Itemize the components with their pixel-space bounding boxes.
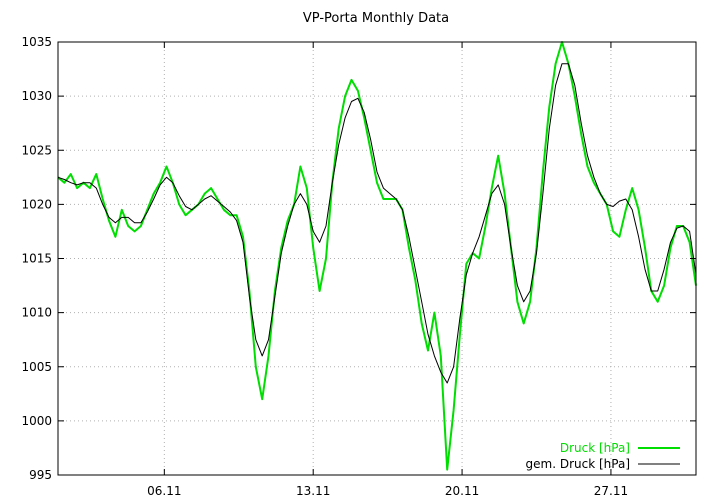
series-line-druck xyxy=(57,41,697,471)
series-line-gem-druck xyxy=(57,63,697,384)
series-layer xyxy=(57,41,697,471)
chart-title: VP-Porta Monthly Data xyxy=(303,11,449,26)
legend-label: gem. Druck [hPa] xyxy=(526,457,630,471)
y-tick-label: 1025 xyxy=(21,143,52,157)
y-tick-label: 1010 xyxy=(21,306,52,320)
y-tick-label: 1015 xyxy=(21,252,52,266)
y-tick-label: 1035 xyxy=(21,35,52,49)
x-tick-label: 13.11 xyxy=(296,484,330,498)
y-tick-label: 995 xyxy=(29,468,52,482)
plot-frame xyxy=(57,41,697,476)
y-tick-label: 1020 xyxy=(21,197,52,211)
x-tick-label: 06.11 xyxy=(147,484,181,498)
grid xyxy=(58,42,696,475)
y-tick-label: 1005 xyxy=(21,360,52,374)
legend: Druck [hPa] gem. Druck [hPa] xyxy=(526,441,680,471)
y-tick-label: 1030 xyxy=(21,89,52,103)
y-tick-label: 1000 xyxy=(21,414,52,428)
x-tick-label: 20.11 xyxy=(445,484,479,498)
legend-label: Druck [hPa] xyxy=(560,441,630,455)
x-tick-label: 27.11 xyxy=(594,484,628,498)
axis-ticks: 995 1000 1005 1010 1015 1020 1025 1030 1035 06.11… xyxy=(21,35,696,498)
